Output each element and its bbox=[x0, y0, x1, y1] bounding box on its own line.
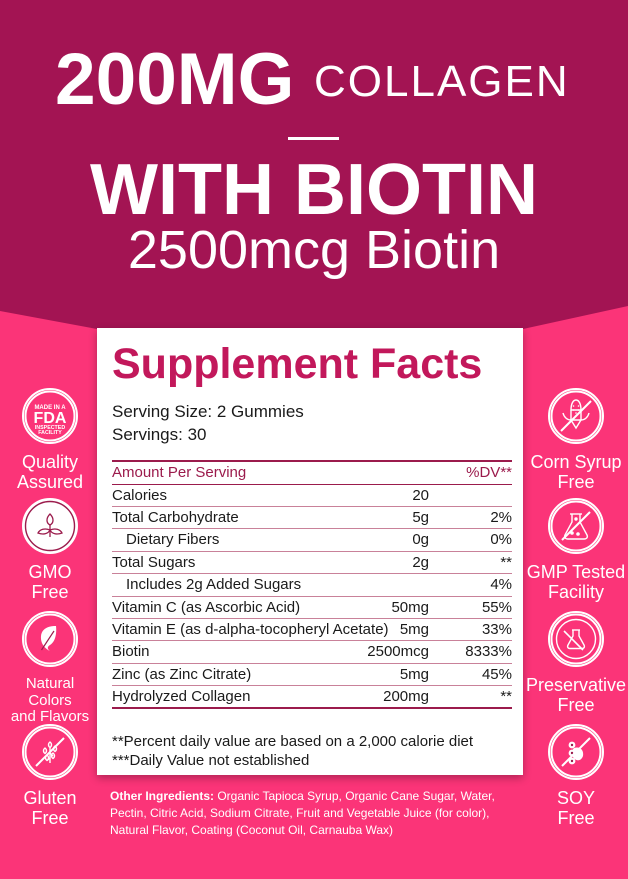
svg-text:FACILITY: FACILITY bbox=[38, 430, 62, 436]
